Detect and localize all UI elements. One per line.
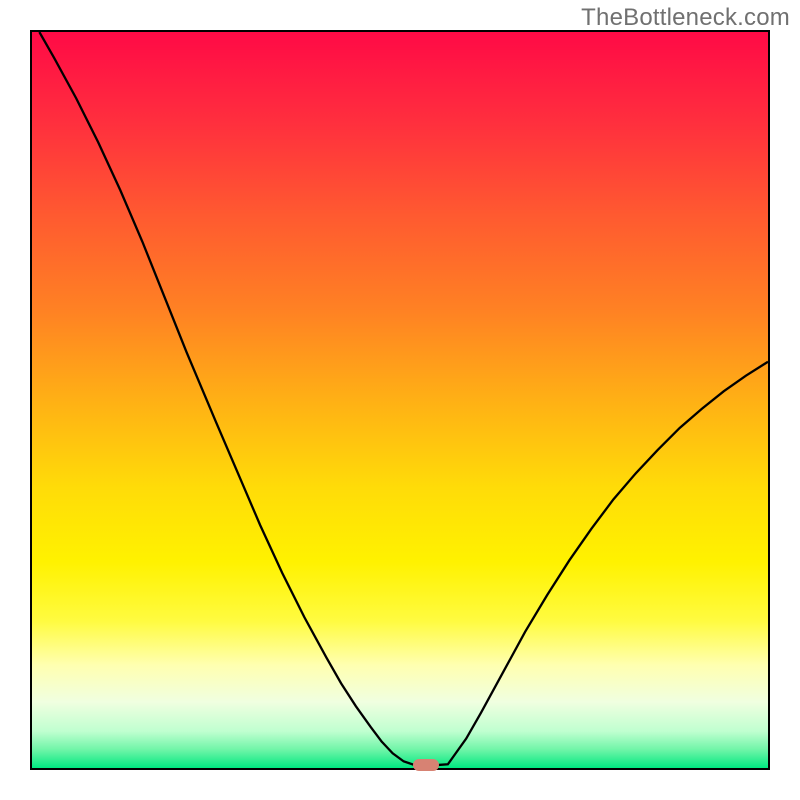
bottleneck-curve [32,32,768,768]
minimum-marker [413,759,439,772]
plot-area [30,30,770,770]
chart-container: TheBottleneck.com [0,0,800,800]
watermark-text: TheBottleneck.com [581,4,790,32]
